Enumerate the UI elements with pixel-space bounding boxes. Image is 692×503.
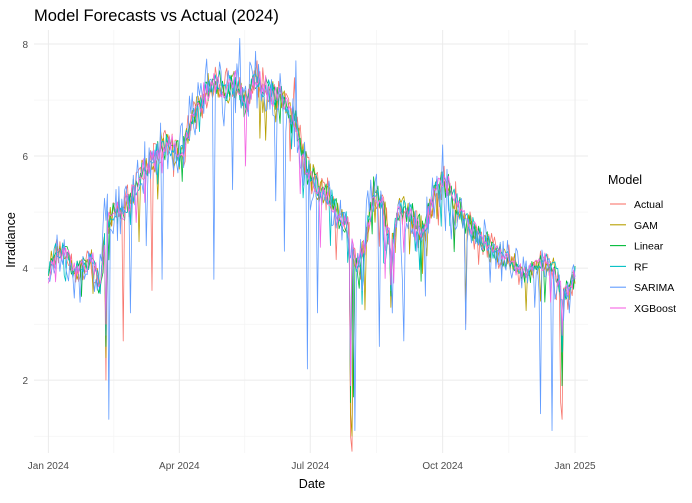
y-tick-label: 4 bbox=[22, 264, 28, 275]
chart-title: Model Forecasts vs Actual (2024) bbox=[34, 7, 279, 25]
series-line-actual bbox=[48, 60, 576, 452]
x-tick-label: Jul 2024 bbox=[291, 461, 329, 472]
legend-label-linear: Linear bbox=[634, 241, 664, 253]
legend-label-gam: GAM bbox=[634, 220, 658, 232]
x-tick-label: Oct 2024 bbox=[422, 461, 463, 472]
y-tick-label: 8 bbox=[22, 40, 28, 51]
legend-label-actual: Actual bbox=[634, 199, 663, 211]
legend-label-xgboost: XGBoost bbox=[634, 303, 676, 315]
x-axis-label: Date bbox=[299, 477, 325, 491]
plot-panel bbox=[34, 30, 588, 453]
y-tick-label: 2 bbox=[22, 376, 28, 387]
x-tick-label: Jan 2024 bbox=[28, 461, 70, 472]
series-line-sarima bbox=[48, 38, 576, 431]
y-tick-label: 6 bbox=[22, 152, 28, 163]
legend-label-rf: RF bbox=[634, 261, 648, 273]
x-tick-label: Jan 2025 bbox=[554, 461, 596, 472]
x-tick-label: Apr 2024 bbox=[159, 461, 200, 472]
legend: Model Actual GAM Linear RF SARIMA XGBoost bbox=[608, 173, 676, 315]
legend-title: Model bbox=[608, 173, 642, 187]
y-axis-label: Irradiance bbox=[4, 212, 18, 268]
legend-label-sarima: SARIMA bbox=[634, 282, 674, 294]
series-line-xgboost bbox=[47, 70, 576, 387]
